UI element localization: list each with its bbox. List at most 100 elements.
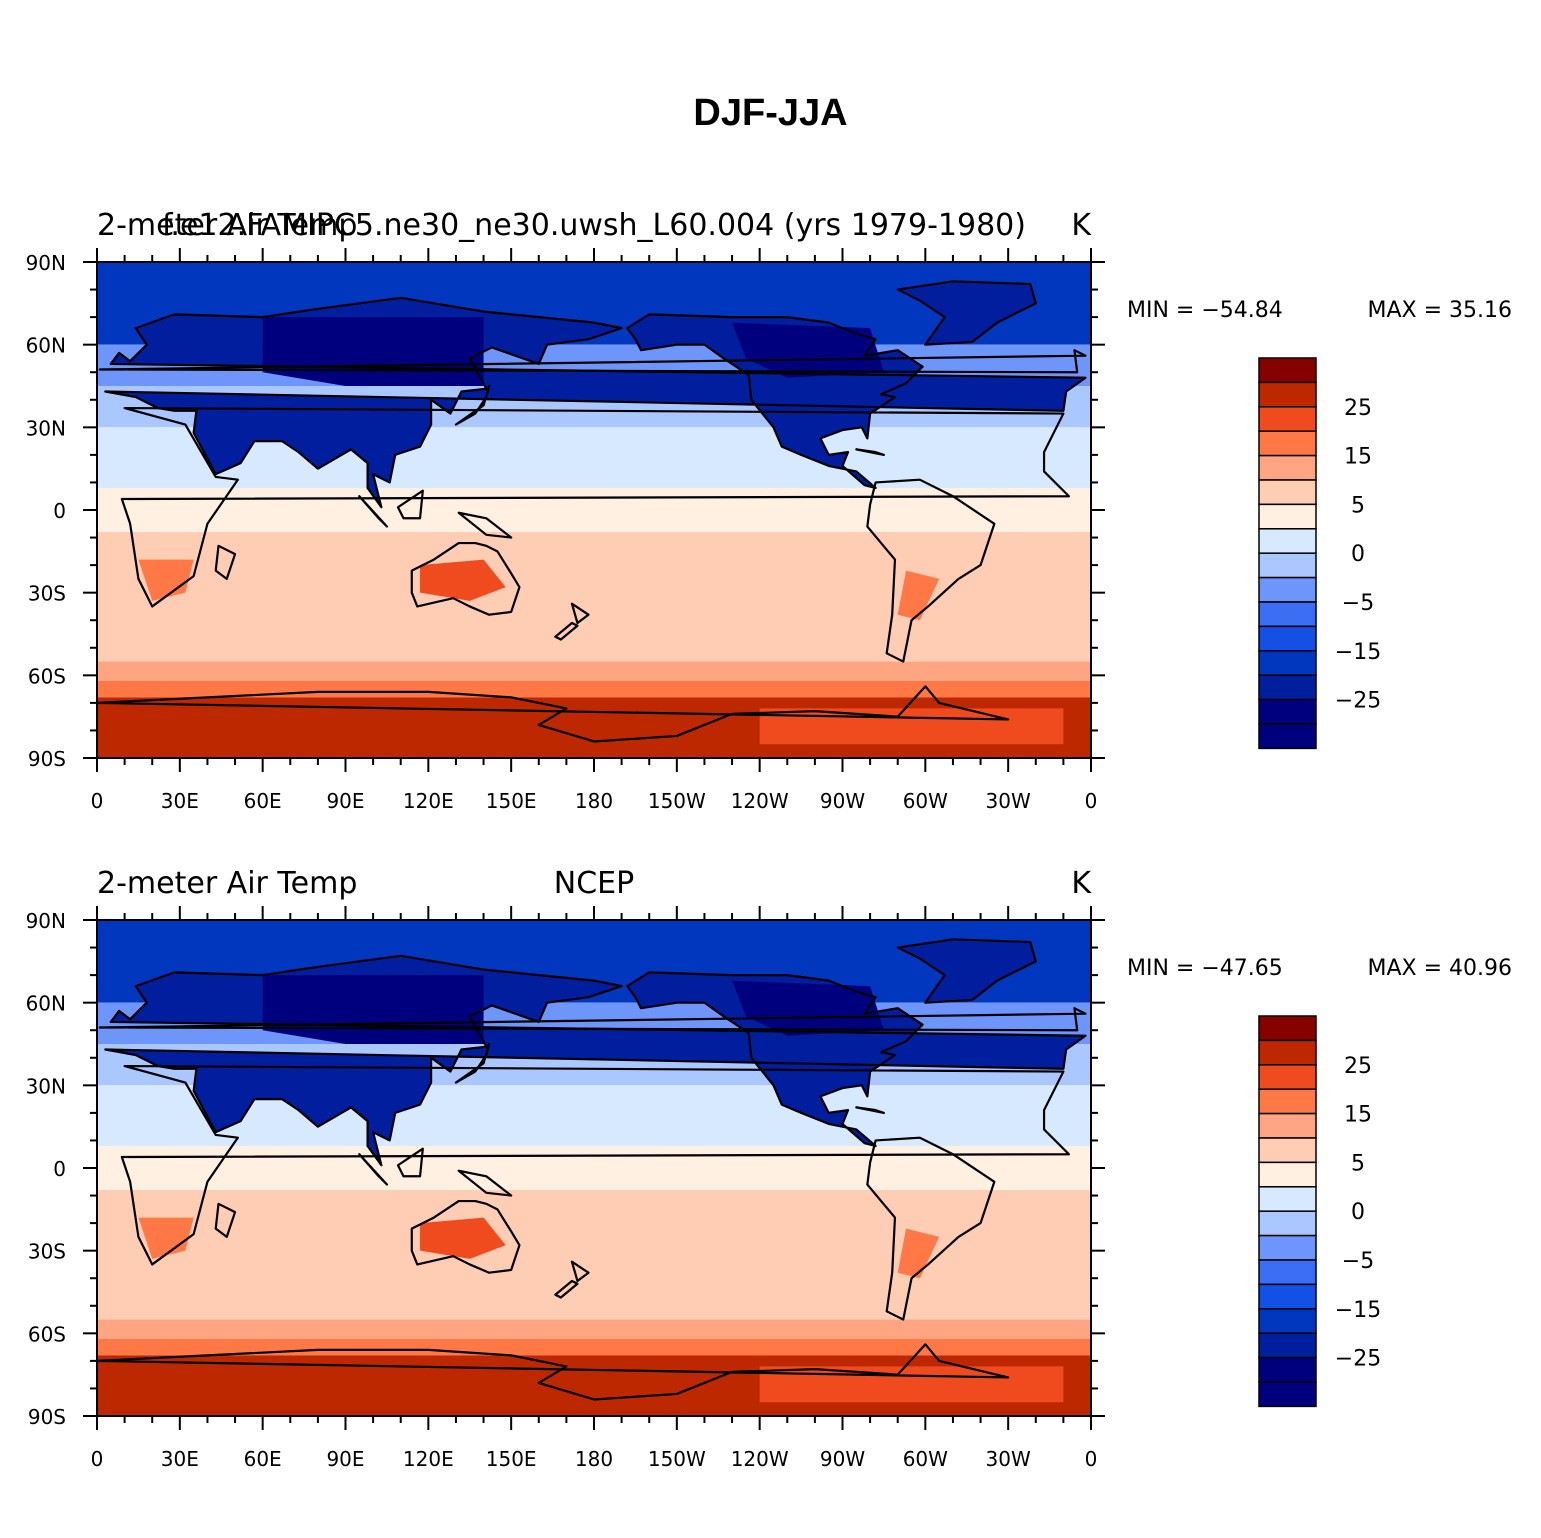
x-tick-label: 90W	[820, 789, 865, 813]
colorbar-box	[1258, 503, 1317, 530]
center-title: NCEP	[554, 866, 634, 901]
colorbar-box	[1258, 674, 1317, 701]
y-tick-label: 90S	[28, 747, 66, 771]
coastline-10	[454, 384, 491, 426]
siberia-core	[262, 975, 484, 1044]
colorbar-box	[1258, 625, 1317, 652]
band-equator	[97, 1145, 1091, 1191]
y-tick-label: 90N	[26, 909, 66, 933]
antarctic-west	[759, 1366, 1064, 1403]
x-tick-label: 120E	[403, 1447, 454, 1471]
colorbar-box	[1258, 1381, 1317, 1408]
band-equator	[97, 487, 1091, 533]
coastline-6	[97, 685, 1010, 758]
x-tick-label: 150W	[648, 789, 706, 813]
coastline-1	[104, 296, 1087, 509]
coastline-6	[97, 1343, 1010, 1416]
colorbar-label: −25	[1335, 689, 1381, 714]
colorbar-box	[1258, 1039, 1317, 1066]
coastline-12	[570, 602, 590, 625]
band-south-mid	[97, 532, 1091, 662]
colorbar-box	[1258, 454, 1317, 481]
south-africa-warm	[138, 1217, 194, 1259]
colorbar-box	[1258, 381, 1317, 408]
coastline-12	[570, 1260, 590, 1283]
x-tick-label: 30E	[161, 789, 199, 813]
colorbar-box	[1258, 528, 1317, 554]
colorbar: 25 15 5 0 −5 −15 −25	[1258, 1015, 1381, 1408]
colorbar-label: 15	[1344, 1103, 1372, 1128]
y-tick-label: 30N	[26, 416, 66, 440]
min-label: MIN = −47.65	[1127, 956, 1283, 981]
x-tick-label: 30W	[986, 1447, 1031, 1471]
units-label: K	[1071, 208, 1092, 243]
colorbar-box	[1258, 1088, 1317, 1115]
y-tick-label: 0	[53, 1157, 66, 1181]
axis-ticks	[83, 906, 1105, 1430]
coastline-3	[896, 938, 1037, 1004]
antarctic-west	[759, 708, 1064, 745]
coastline-9	[457, 1169, 513, 1197]
argentina-warm	[897, 1228, 940, 1279]
left-title: 2-meter Air Temp	[97, 866, 357, 901]
colorbar-label: −5	[1342, 1249, 1374, 1274]
x-tick-label: 60E	[244, 789, 282, 813]
x-tick-label: 120E	[403, 789, 454, 813]
panel-model: 0 30E 60E 90E 120E 150E 180 150W 120W 90W 60W 30W 0 9…	[26, 208, 1512, 813]
temperature-field	[97, 262, 1091, 758]
coastline-14	[98, 349, 1087, 374]
colorbar-box	[1258, 479, 1317, 506]
band-south-circle	[97, 1338, 1091, 1356]
coastlines	[97, 938, 1087, 1416]
temperature-field	[97, 920, 1091, 1416]
y-tick-label: 90S	[28, 1405, 66, 1429]
max-label: MAX = 40.96	[1367, 956, 1512, 981]
axis-ticks	[83, 248, 1105, 772]
left-title: 2-meter Air Temp	[97, 208, 357, 243]
x-tick-label: 120W	[731, 789, 789, 813]
coastline-8	[396, 1147, 424, 1178]
colorbar-box	[1258, 1112, 1317, 1139]
y-tick-label: 60S	[28, 1322, 66, 1346]
x-tick-label: 60W	[903, 1447, 948, 1471]
siberia-core	[262, 317, 484, 386]
coastline-14	[98, 1007, 1087, 1032]
colorbar-box	[1258, 723, 1317, 750]
y-tick-label: 90N	[26, 251, 66, 275]
colorbar-box	[1258, 1283, 1317, 1310]
panel-ncep: 0 30E 60E 90E 120E 150E 180 150W 120W 90W 60W 30W 0 9…	[26, 866, 1512, 1471]
y-tick-label: 0	[53, 499, 66, 523]
coastline-0	[120, 1064, 1071, 1266]
colorbar-label: 25	[1344, 1054, 1372, 1079]
coastline-0	[120, 406, 1071, 608]
y-tick-label: 60N	[26, 992, 66, 1016]
y-tick-label: 30S	[28, 582, 66, 606]
colorbar-box	[1258, 1259, 1317, 1286]
colorbar-label: −15	[1335, 1298, 1381, 1323]
greenland-cold	[897, 281, 1036, 345]
coastline-7	[358, 1153, 389, 1186]
coastline-4	[866, 478, 996, 663]
x-tick-label: 30W	[986, 789, 1031, 813]
coastline-11	[214, 544, 237, 580]
y-tick-label: 30N	[26, 1074, 66, 1098]
colorbar-box	[1258, 357, 1317, 384]
x-tick-label: 0	[91, 789, 104, 813]
x-tick-label: 150E	[486, 789, 537, 813]
center-title: f.e12.FAMIPC5.ne30_ne30.uwsh_L60.004 (yr…	[162, 208, 1026, 243]
coastline-1	[104, 954, 1087, 1167]
x-tick-label: 90E	[326, 789, 364, 813]
colorbar-box	[1258, 406, 1317, 432]
colorbar-label: 5	[1351, 493, 1365, 518]
coastline-15	[855, 448, 886, 456]
coastline-13	[554, 621, 579, 641]
x-tick-label: 0	[91, 1447, 104, 1471]
colorbar-label: 5	[1351, 1151, 1365, 1176]
colorbar-box	[1258, 1356, 1317, 1383]
canada-core	[732, 980, 884, 1036]
coastline-7	[358, 495, 389, 528]
x-tick-label: 60W	[903, 789, 948, 813]
coastline-9	[457, 511, 513, 539]
x-tick-label: 90W	[820, 1447, 865, 1471]
